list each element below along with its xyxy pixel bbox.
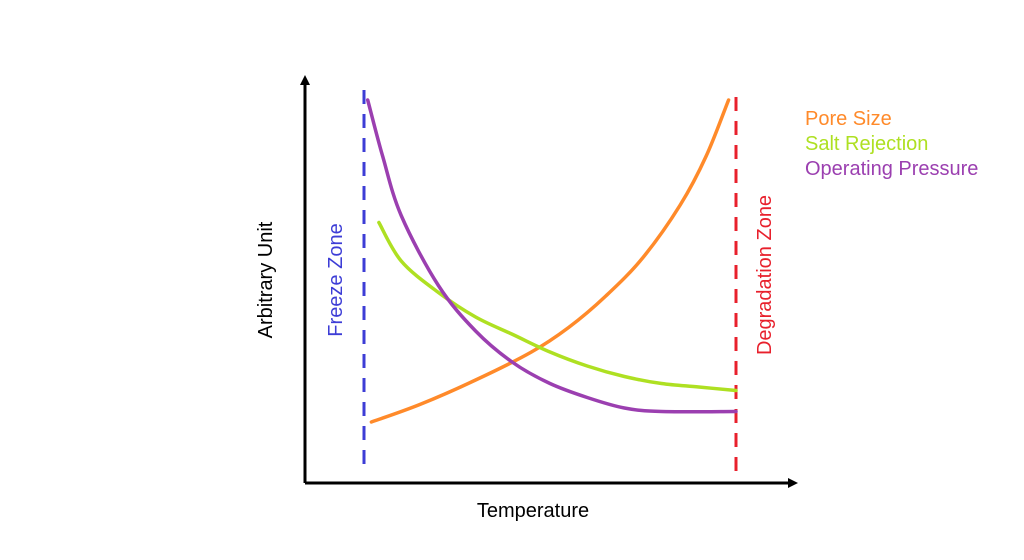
x-axis-label: Temperature xyxy=(477,500,589,522)
legend: Pore Size Salt Rejection Operating Press… xyxy=(805,108,978,180)
y-axis-label: Arbitrary Unit xyxy=(255,221,277,338)
legend-item-operating-pressure: Operating Pressure xyxy=(805,158,978,180)
degradation-zone-label: Degradation Zone xyxy=(754,195,776,355)
series-line-operating-pressure xyxy=(365,98,738,414)
legend-item-pore-size: Pore Size xyxy=(805,108,892,130)
freeze-zone-label: Freeze Zone xyxy=(325,223,347,336)
series-layer xyxy=(365,98,738,424)
series-line-salt-rejection xyxy=(377,220,738,393)
legend-item-salt-rejection: Salt Rejection xyxy=(805,133,928,155)
series-line-pore-size xyxy=(369,98,731,424)
